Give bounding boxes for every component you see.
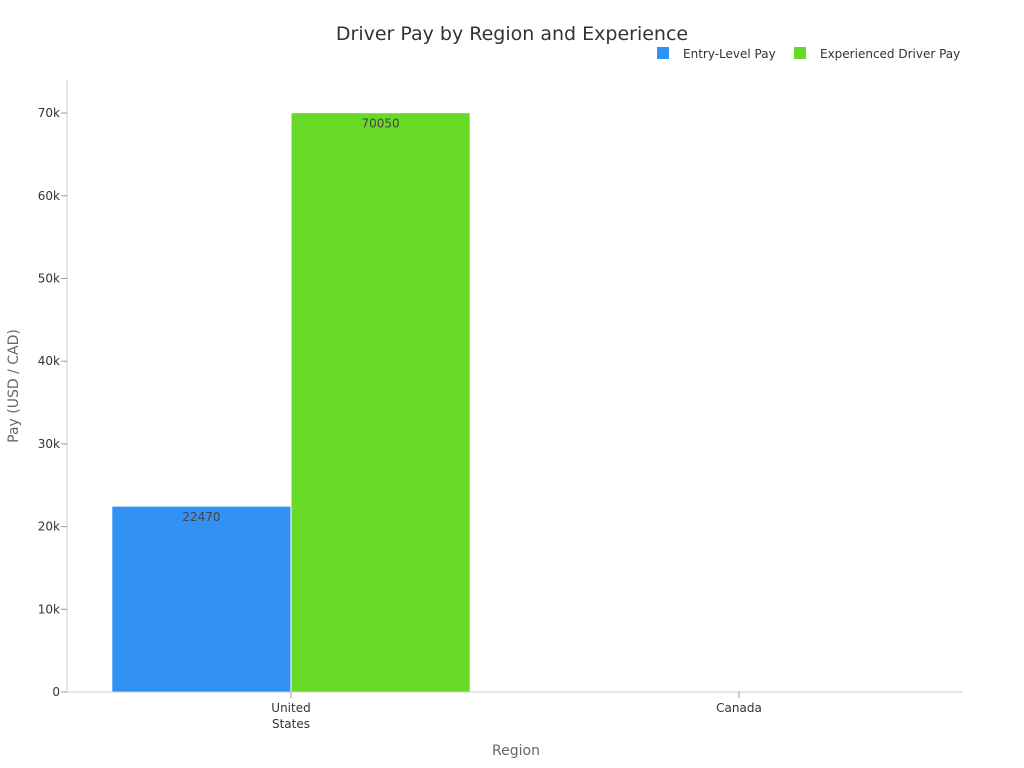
y-tick-label: 50k (38, 271, 60, 285)
legend-swatch-experienced (794, 47, 806, 59)
x-tick-label: Canada (716, 701, 762, 715)
legend: Entry-Level Pay Experienced Driver Pay (657, 47, 960, 61)
y-tick-label: 70k (38, 106, 60, 120)
y-tick-label: 40k (38, 354, 60, 368)
x-tick-label: United States (271, 701, 310, 731)
legend-label-experienced: Experienced Driver Pay (820, 47, 960, 61)
y-axis-ticks: 0 10k 20k 30k 40k 50k 60k 70k (38, 106, 67, 699)
legend-label-entry-level: Entry-Level Pay (683, 47, 776, 61)
y-tick-label: 60k (38, 189, 60, 203)
bars-group (111, 112, 471, 693)
x-axis-ticks: United States Canada (271, 692, 762, 731)
legend-swatch-entry-level (657, 47, 669, 59)
bar-data-label: 22470 (182, 510, 220, 524)
x-axis-title: Region (492, 743, 540, 759)
y-tick-label: 10k (38, 602, 60, 616)
data-labels-group: 22470 70050 (182, 117, 399, 524)
y-tick-label: 0 (52, 685, 60, 699)
bar-entry-level-pay-united-states (111, 505, 292, 693)
y-tick-label: 20k (38, 520, 60, 534)
y-tick-label: 30k (38, 437, 60, 451)
chart-title: Driver Pay by Region and Experience (336, 23, 688, 45)
y-axis-title: Pay (USD / CAD) (6, 329, 22, 443)
bar-data-label: 70050 (362, 117, 400, 131)
bar-experienced-driver-pay-united-states (290, 112, 471, 693)
